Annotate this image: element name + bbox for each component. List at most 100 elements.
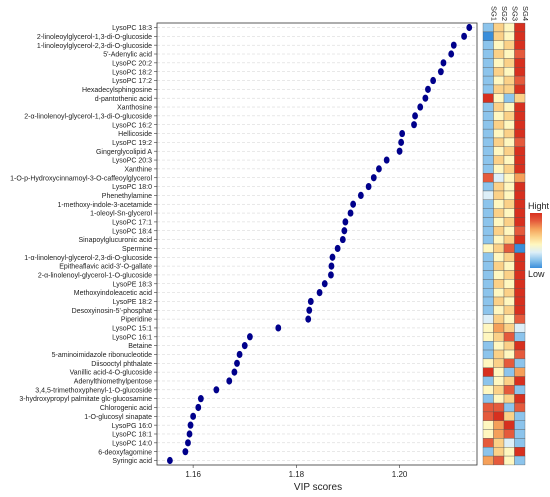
- heatmap-cell: [482, 93, 494, 103]
- heatmap-cell: [482, 349, 494, 360]
- data-point: [328, 262, 335, 270]
- data-point: [247, 333, 253, 341]
- y-tick-label: 1-oleoyl-Sn-glycerol: [90, 211, 152, 218]
- heatmap-cell: [503, 102, 515, 112]
- data-point: [231, 368, 238, 376]
- heatmap-cell: [493, 217, 505, 227]
- heatmap-cell: [514, 31, 526, 41]
- heatmap-cell: [514, 93, 526, 103]
- y-tick-label: Epitheaflavic acid-3'-O-gallate: [59, 264, 152, 271]
- heatmap-cell: [482, 128, 494, 139]
- heatmap-cell: [493, 40, 505, 50]
- y-tick-label: LysoPC 17:2: [112, 78, 152, 85]
- heatmap-cell: [493, 93, 505, 103]
- heatmap-cell: [514, 349, 526, 360]
- heatmap-cell: [514, 146, 526, 156]
- y-tick-label: LysoPG 16:0: [112, 423, 152, 430]
- x-tick-label: 1.20: [392, 470, 408, 479]
- y-tick-label: LysoPC 18:3: [112, 25, 152, 32]
- y-tick-label: LysoPE 18:3: [113, 281, 153, 288]
- heatmap-cell: [482, 40, 494, 50]
- heatmap-cell: [482, 75, 494, 86]
- heatmap-cell: [514, 137, 526, 147]
- heatmap-cell: [493, 67, 505, 77]
- heatmap-cell: [514, 75, 526, 86]
- heatmap-cell: [482, 429, 494, 439]
- data-point: [306, 306, 313, 314]
- y-tick-label: LysoPC 20:2: [112, 60, 152, 67]
- heatmap-cell: [514, 288, 526, 298]
- heatmap-cell: [503, 234, 515, 245]
- heatmap-cell: [482, 376, 494, 386]
- heatmap-cell: [503, 447, 515, 457]
- data-point: [275, 324, 282, 332]
- data-point: [342, 218, 349, 226]
- y-tick-label: LysoPC 14:0: [112, 440, 152, 447]
- heatmap-cell: [482, 358, 494, 368]
- heatmap-column-label: SG2: [500, 6, 509, 21]
- data-point: [341, 227, 348, 235]
- heatmap-cell: [482, 411, 494, 421]
- y-tick-label: 5'-Adenylic acid: [103, 52, 152, 59]
- heatmap-cell: [503, 394, 515, 404]
- data-point: [425, 85, 431, 93]
- heatmap-cell: [514, 411, 526, 421]
- heatmap-cell: [503, 279, 515, 289]
- data-point: [226, 377, 233, 385]
- y-tick-label: Spermine: [122, 246, 152, 253]
- heatmap-cell: [503, 49, 515, 59]
- heatmap-cell: [514, 332, 526, 342]
- heatmap-cell: [493, 376, 505, 386]
- data-point: [383, 156, 390, 164]
- y-tick-label: Phenethylamine: [102, 193, 152, 200]
- data-point: [350, 200, 357, 208]
- data-point: [334, 244, 341, 253]
- y-tick-label: 1-α-linolenoyl-glycerol-2,3-di-O-glucosi…: [24, 255, 152, 262]
- heatmap-cell: [503, 226, 515, 236]
- heatmap-cell: [493, 234, 505, 245]
- heatmap-cell: [482, 234, 494, 245]
- heatmap-cell: [514, 341, 526, 351]
- heatmap-cell: [514, 394, 526, 404]
- y-tick-label: Sinapoylglucuronic acid: [78, 237, 152, 244]
- heatmap-cell: [503, 67, 515, 77]
- heatmap-cell: [493, 455, 505, 466]
- y-tick-label: Piperidine: [121, 317, 152, 324]
- heatmap-cell: [503, 128, 515, 139]
- heatmap-cell: [514, 323, 526, 333]
- heatmap-cell: [482, 455, 494, 466]
- heatmap-cell: [503, 181, 515, 192]
- data-point: [213, 386, 220, 394]
- data-point: [187, 421, 194, 429]
- heatmap-cell: [482, 199, 494, 209]
- x-axis: 1.16 1.18 1.20: [185, 465, 408, 479]
- heatmap-column-label: SG4: [521, 6, 530, 21]
- heatmap-cell: [503, 305, 515, 315]
- heatmap-cell: [493, 367, 505, 377]
- data-point: [186, 430, 193, 438]
- heatmap-cell: [493, 420, 505, 430]
- heatmap-cell: [482, 22, 494, 33]
- y-tick-label: Gingerglycolipid A: [96, 149, 152, 156]
- y-tick-label: Hellicoside: [118, 131, 152, 138]
- data-point: [450, 41, 457, 49]
- heatmap-cell: [514, 402, 526, 413]
- heatmap-cell: [482, 438, 494, 448]
- heatmap-cell: [482, 49, 494, 59]
- heatmap-cell: [503, 252, 515, 262]
- y-tick-label: Adenylthiomethylpentose: [74, 379, 152, 386]
- heatmap-cell: [493, 279, 505, 289]
- heatmap-column-label: SG3: [510, 6, 519, 21]
- data-point: [347, 209, 354, 217]
- heatmap-cell: [482, 420, 494, 430]
- heatmap-cell: [493, 146, 505, 156]
- heatmap-cell: [493, 190, 505, 200]
- data-point: [182, 448, 189, 456]
- y-tick-label: 5-aminoimidazole ribonucleotide: [52, 352, 152, 359]
- data-point: [422, 94, 429, 102]
- heatmap-cell: [503, 111, 515, 121]
- data-point: [321, 280, 328, 288]
- heatmap-cell: [493, 394, 505, 404]
- heatmap-cell: [503, 296, 515, 307]
- data-point: [376, 165, 382, 173]
